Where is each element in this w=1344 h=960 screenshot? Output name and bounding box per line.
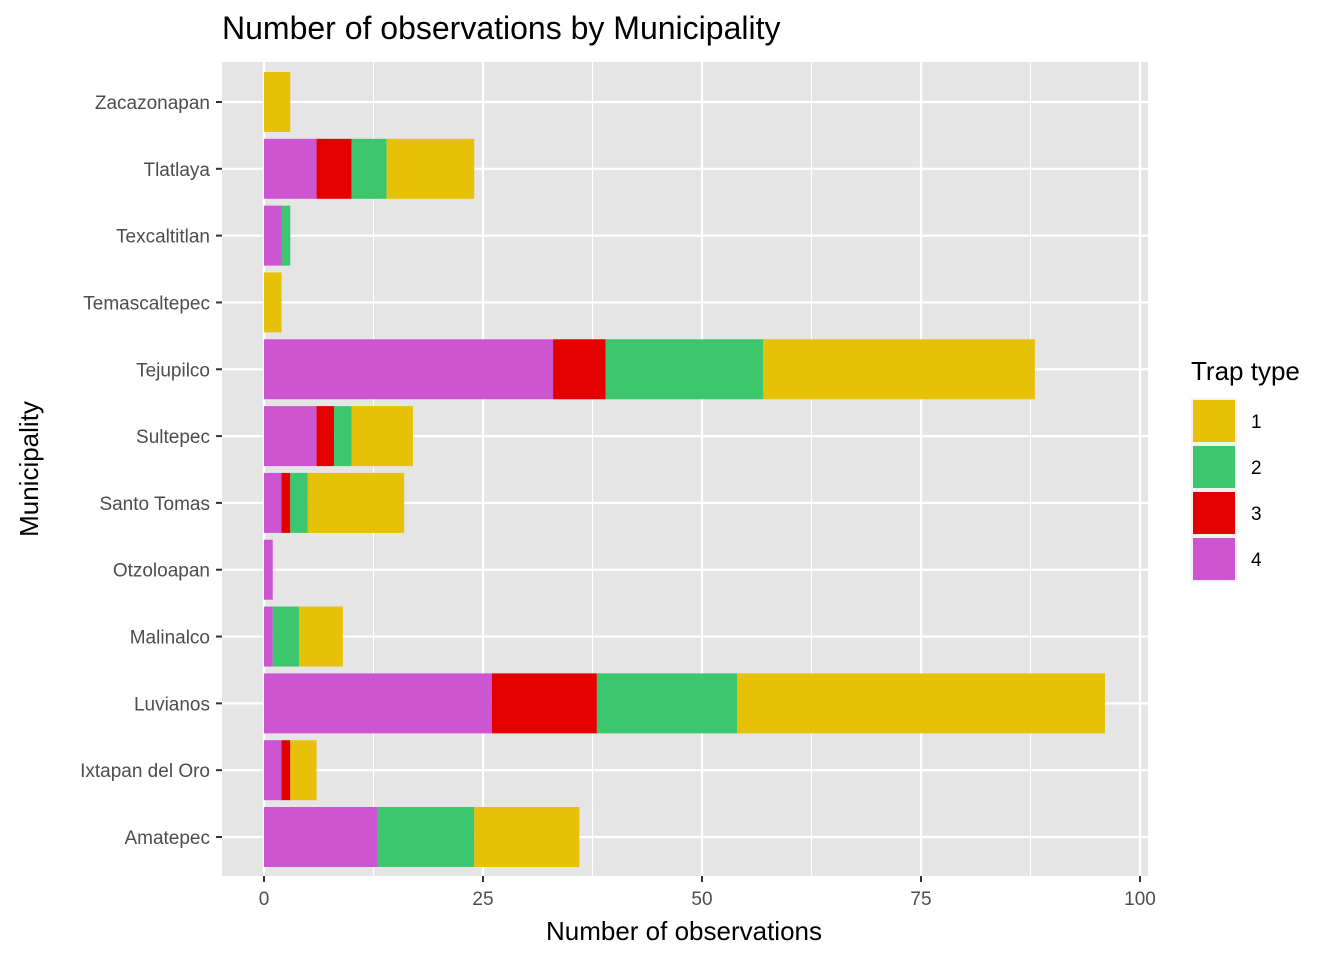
- bar-segment-4: [264, 673, 492, 734]
- bar-segment-1: [351, 406, 413, 467]
- bar-segment-4: [264, 740, 282, 801]
- y-tick-label: Sultepec: [136, 427, 210, 448]
- bar-segment-1: [737, 673, 1105, 734]
- bar-segment-4: [264, 539, 273, 600]
- y-tick-label: Zacazonapan: [95, 93, 210, 114]
- legend-label-4: 4: [1251, 550, 1262, 571]
- bar-segment-1: [386, 138, 475, 199]
- legend-title: Trap type: [1191, 356, 1300, 386]
- y-tick-label: Tejupilco: [136, 360, 210, 381]
- legend-swatch-1: [1193, 400, 1235, 442]
- bar-segment-3: [316, 406, 335, 467]
- x-tick-label: 25: [472, 889, 493, 910]
- x-axis-title: Number of observations: [546, 916, 822, 946]
- legend-swatch-3: [1193, 492, 1235, 534]
- chart-title: Number of observations by Municipality: [222, 10, 780, 46]
- bar-segment-4: [264, 138, 317, 199]
- y-tick-label: Tlatlaya: [143, 160, 210, 181]
- legend-label-3: 3: [1251, 504, 1262, 525]
- y-tick-label: Otzoloapan: [113, 561, 210, 582]
- bar-segment-2: [272, 606, 300, 667]
- bar-segment-3: [491, 673, 597, 734]
- grid-lines: [222, 62, 1148, 876]
- x-tick-label: 50: [691, 889, 712, 910]
- bar-segment-2: [334, 406, 352, 467]
- bar-segment-3: [281, 740, 291, 801]
- bar-segment-3: [553, 339, 606, 400]
- y-tick-label: Malinalco: [130, 628, 210, 649]
- y-axis-title: Municipality: [14, 401, 44, 537]
- bar-segment-4: [264, 406, 317, 467]
- legend-label-1: 1: [1251, 412, 1262, 433]
- x-tick-label: 75: [910, 889, 931, 910]
- y-tick-label: Luvianos: [134, 694, 210, 715]
- bar-segment-2: [377, 807, 475, 867]
- y-tick-label: Ixtapan del Oro: [80, 761, 210, 782]
- bar-segment-1: [474, 807, 580, 867]
- x-axis: 0 25 50 75 100: [259, 876, 1156, 910]
- y-tick-label: Texcaltitlan: [116, 227, 210, 248]
- legend-swatch-2: [1193, 446, 1235, 488]
- y-tick-label: Santo Tomas: [99, 494, 210, 515]
- bar-segment-1: [264, 72, 291, 132]
- legend-swatch-4: [1193, 538, 1235, 580]
- y-tick-label: Temascaltepec: [83, 293, 210, 314]
- bar-segment-1: [763, 339, 1035, 400]
- bar-segment-2: [290, 472, 308, 533]
- bars: [264, 72, 1105, 867]
- x-tick-label: 100: [1124, 889, 1156, 910]
- x-tick-label: 0: [259, 889, 270, 910]
- bar-segment-3: [316, 138, 352, 199]
- bar-segment-4: [264, 606, 273, 667]
- bar-segment-2: [596, 673, 738, 734]
- y-axis: Amatepec Ixtapan del Oro Luvianos Malinalco…: [80, 93, 222, 849]
- bar-segment-2: [281, 205, 291, 266]
- bar-segment-4: [264, 339, 554, 400]
- bar-segment-2: [605, 339, 764, 400]
- bar-segment-1: [307, 472, 405, 533]
- bar-segment-4: [264, 472, 282, 533]
- legend: Trap type 1 2 3 4: [1191, 356, 1300, 582]
- bar-segment-1: [290, 740, 317, 801]
- bar-segment-1: [299, 606, 343, 667]
- bar-segment-1: [264, 272, 282, 333]
- legend-label-2: 2: [1251, 458, 1262, 479]
- y-tick-label: Amatepec: [124, 828, 210, 849]
- bar-segment-3: [281, 472, 291, 533]
- bar-segment-4: [264, 205, 282, 266]
- bar-segment-2: [351, 138, 387, 199]
- bar-segment-4: [264, 807, 378, 867]
